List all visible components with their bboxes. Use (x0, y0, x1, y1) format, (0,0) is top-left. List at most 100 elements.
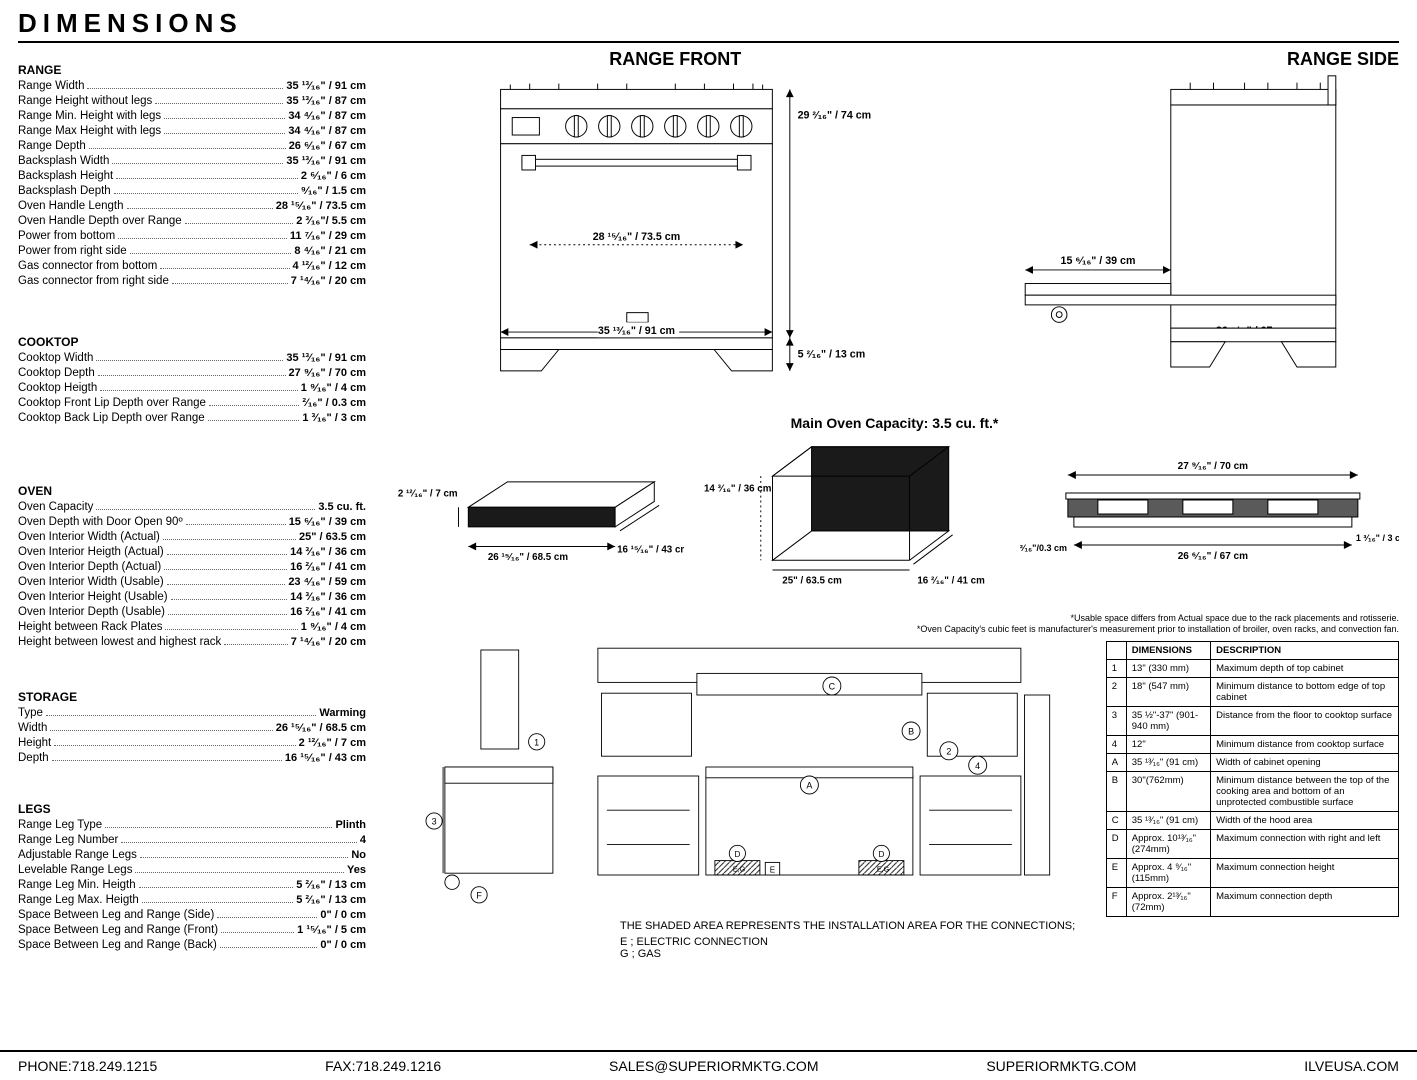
svg-text:28 ¹⁵⁄₁₆" / 73.5 cm: 28 ¹⁵⁄₁₆" / 73.5 cm (593, 231, 680, 243)
section-head: RANGE (18, 63, 366, 77)
spec-row: Oven Interior Depth (Actual)16 ²⁄₁₆" / 4… (18, 560, 366, 575)
install-note: THE SHADED AREA REPRESENTS THE INSTALLAT… (620, 920, 1094, 932)
range-front-title: RANGE FRONT (390, 49, 961, 70)
spec-row: Range Depth26 ⁶⁄₁₆" / 67 cm (18, 139, 366, 154)
svg-text:D: D (734, 850, 740, 859)
spec-row: Gas connector from bottom4 ¹²⁄₁₆" / 12 c… (18, 259, 366, 274)
svg-text:F: F (476, 890, 482, 900)
svg-text:2: 2 (946, 746, 951, 756)
spec-row: Range Height without legs35 ¹³⁄₁₆" / 87 … (18, 94, 366, 109)
svg-text:16 ²⁄₁₆" / 41 cm: 16 ²⁄₁₆" / 41 cm (917, 576, 985, 587)
spec-row: Backsplash Depth⁹⁄₁₆" / 1.5 cm (18, 184, 366, 199)
table-row: 113" (330 mm)Maximum depth of top cabine… (1106, 660, 1398, 678)
spec-row: Cooktop Width35 ¹³⁄₁₆" / 91 cm (18, 351, 366, 366)
table-row: 412"Minimum distance from cooktop surfac… (1106, 736, 1398, 754)
cooktop-top-diagram: 27 ⁹⁄₁₆" / 70 cm 26 ⁶⁄₁₆" / 67 cm ²⁄₁₆"/… (1017, 441, 1399, 611)
spec-row: TypeWarming (18, 706, 366, 721)
range-front-svg: 28 ¹⁵⁄₁₆" / 73.5 cm 35 ¹³⁄₁₆" / 91 cm (390, 70, 961, 400)
spec-row: Height between Rack Plates1 ⁹⁄₁₆" / 4 cm (18, 620, 366, 635)
spec-row: Adjustable Range LegsNo (18, 848, 366, 863)
svg-text:A: A (806, 781, 812, 791)
svg-text:35 ¹³⁄₁₆" / 91 cm: 35 ¹³⁄₁₆" / 91 cm (598, 325, 675, 337)
spec-row: Range Leg Max. Heigth5 ²⁄₁₆" / 13 cm (18, 893, 366, 908)
svg-text:E,G: E,G (733, 864, 746, 873)
spec-row: Range Leg Number4 (18, 833, 366, 848)
section-head: OVEN (18, 484, 366, 498)
svg-text:29 ²⁄₁₆" / 74 cm: 29 ²⁄₁₆" / 74 cm (798, 110, 872, 122)
spec-row: Range Min. Height with legs34 ⁴⁄₁₆" / 87… (18, 109, 366, 124)
svg-text:14 ³⁄₁₆" / 36 cm: 14 ³⁄₁₆" / 36 cm (704, 484, 772, 495)
svg-text:16 ¹⁵⁄₁₆" / 43 cm: 16 ¹⁵⁄₁₆" / 43 cm (617, 544, 684, 555)
spec-row: Space Between Leg and Range (Back)0" / 0… (18, 938, 366, 953)
section-head: COOKTOP (18, 335, 366, 349)
spec-row: Oven Interior Height (Usable)14 ³⁄₁₆" / … (18, 590, 366, 605)
table-row: A35 ¹³⁄₁₆" (91 cm)Width of cabinet openi… (1106, 754, 1398, 772)
svg-text:1 ³⁄₁₆" / 3 cm: 1 ³⁄₁₆" / 3 cm (1356, 533, 1399, 543)
svg-text:27 ⁹⁄₁₆" / 70 cm: 27 ⁹⁄₁₆" / 70 cm (1178, 461, 1249, 472)
footer-phone: PHONE:718.249.1215 (18, 1058, 157, 1074)
spec-row: Cooktop Front Lip Depth over Range²⁄₁₆" … (18, 396, 366, 411)
spec-row: Cooktop Depth27 ⁹⁄₁₆" / 70 cm (18, 366, 366, 381)
footer: PHONE:718.249.1215 FAX:718.249.1216 SALE… (0, 1050, 1417, 1080)
svg-text:25" / 63.5 cm: 25" / 63.5 cm (782, 576, 842, 587)
spec-row: Oven Interior Width (Usable)23 ⁴⁄₁₆" / 5… (18, 575, 366, 590)
install-g: G ; GAS (620, 948, 1094, 960)
footer-site1: SUPERIORMKTG.COM (986, 1058, 1136, 1074)
spec-row: Cooktop Back Lip Depth over Range1 ³⁄₁₆"… (18, 411, 366, 426)
spec-row: Depth16 ¹⁵⁄₁₆" / 43 cm (18, 751, 366, 766)
spec-row: Oven Interior Width (Actual)25" / 63.5 c… (18, 530, 366, 545)
svg-text:²⁄₁₆"/0.3 cm: ²⁄₁₆"/0.3 cm (1020, 543, 1067, 553)
section-head: STORAGE (18, 690, 366, 704)
footer-site2: ILVEUSA.COM (1304, 1058, 1399, 1074)
table-row: 335 ½"-37" (901-940 mm)Distance from the… (1106, 707, 1398, 736)
svg-text:26 ⁶⁄₁₆" / 67 cm: 26 ⁶⁄₁₆" / 67 cm (1178, 551, 1248, 562)
svg-text:3: 3 (432, 817, 437, 827)
range-side-svg: 15 ⁶⁄₁₆" / 39 cm 26 ⁶⁄₁₆" / 67 cm (981, 70, 1399, 400)
spec-row: Height between lowest and highest rack7 … (18, 635, 366, 650)
svg-text:4: 4 (975, 761, 980, 771)
spec-column: RANGE Range Width35 ¹³⁄₁₆" / 91 cmRange H… (18, 49, 376, 953)
table-row: DApprox. 10¹³⁄₁₆" (274mm)Maximum connect… (1106, 830, 1398, 859)
svg-text:D: D (878, 850, 884, 859)
spec-row: Width26 ¹⁵⁄₁₆" / 68.5 cm (18, 721, 366, 736)
footer-email: SALES@SUPERIORMKTG.COM (609, 1058, 818, 1074)
spec-row: Space Between Leg and Range (Side)0" / 0… (18, 908, 366, 923)
table-row: B30"(762mm)Minimum distance between the … (1106, 772, 1398, 812)
spec-row: Oven Handle Length28 ¹⁵⁄₁₆" / 73.5 cm (18, 199, 366, 214)
footnotes: *Usable space differs from Actual space … (390, 613, 1399, 635)
table-row: C35 ¹³⁄₁₆" (91 cm)Width of the hood area (1106, 812, 1398, 830)
diagrams: RANGE FRONT (390, 49, 1399, 953)
spec-row: Range Width35 ¹³⁄₁₆" / 91 cm (18, 79, 366, 94)
spec-row: Height2 ¹²⁄₁₆" / 7 cm (18, 736, 366, 751)
spec-row: Backsplash Width35 ¹³⁄₁₆" / 91 cm (18, 154, 366, 169)
spec-row: Power from right side8 ⁴⁄₁₆" / 21 cm (18, 244, 366, 259)
spec-row: Oven Capacity3.5 cu. ft. (18, 500, 366, 515)
spec-row: Range Max Height with legs34 ⁴⁄₁₆" / 87 … (18, 124, 366, 139)
spec-row: Levelable Range LegsYes (18, 863, 366, 878)
svg-text:15 ⁶⁄₁₆" / 39 cm: 15 ⁶⁄₁₆" / 39 cm (1060, 255, 1135, 267)
installation-diagram: 1 3 F (390, 641, 1094, 951)
table-row: EApprox. 4 ⁹⁄₁₆" (115mm)Maximum connecti… (1106, 859, 1398, 888)
svg-text:2 ¹²⁄₁₆" / 7 cm: 2 ¹²⁄₁₆" / 7 cm (398, 489, 458, 500)
install-e: E ; ELECTRIC CONNECTION (620, 936, 1094, 948)
spec-row: Power from bottom11 ⁷⁄₁₆" / 29 cm (18, 229, 366, 244)
svg-text:E,G: E,G (877, 864, 890, 873)
spec-row: Range Leg Min. Heigth5 ²⁄₁₆" / 13 cm (18, 878, 366, 893)
section-head: LEGS (18, 802, 366, 816)
spec-row: Oven Interior Heigth (Actual)14 ³⁄₁₆" / … (18, 545, 366, 560)
svg-text:B: B (908, 727, 914, 737)
table-row: 218" (547 mm)Minimum distance to bottom … (1106, 678, 1398, 707)
svg-text:1: 1 (534, 737, 539, 747)
oven-capacity: Main Oven Capacity: 3.5 cu. ft.* (390, 415, 1399, 431)
table-row: FApprox. 2¹³⁄₁₆" (72mm)Maximum connectio… (1106, 888, 1398, 917)
footer-fax: FAX:718.249.1216 (325, 1058, 441, 1074)
spec-row: Gas connector from right side7 ¹⁴⁄₁₆" / … (18, 274, 366, 289)
cavity-diagram: 14 ³⁄₁₆" / 36 cm 25" / 63.5 cm 16 ²⁄₁₆" … (704, 441, 998, 611)
dimensions-table: DIMENSIONS DESCRIPTION 113" (330 mm)Maxi… (1106, 641, 1399, 951)
range-side-title: RANGE SIDE (981, 49, 1399, 70)
spec-row: Backsplash Height2 ⁶⁄₁₆" / 6 cm (18, 169, 366, 184)
spec-row: Space Between Leg and Range (Front)1 ¹⁵⁄… (18, 923, 366, 938)
spec-row: Oven Depth with Door Open 90º15 ⁶⁄₁₆" / … (18, 515, 366, 530)
svg-text:C: C (829, 682, 836, 692)
svg-text:5 ²⁄₁₆" / 13 cm: 5 ²⁄₁₆" / 13 cm (798, 348, 866, 360)
